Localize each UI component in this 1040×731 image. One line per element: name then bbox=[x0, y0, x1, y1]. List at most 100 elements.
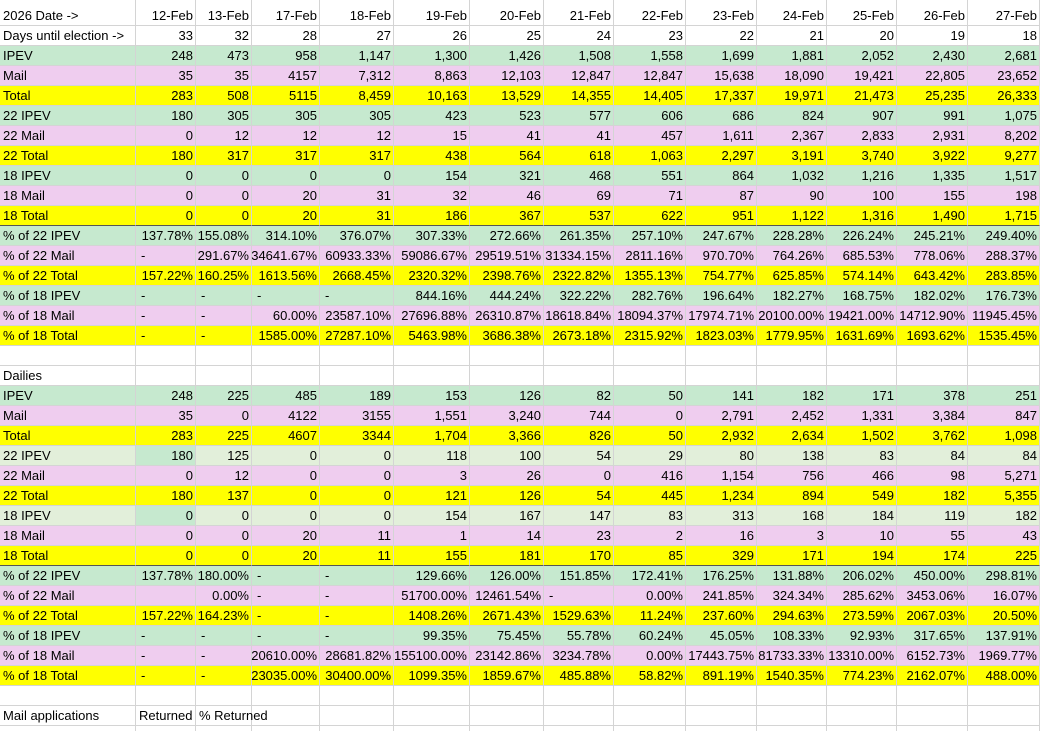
cell-value: 31 bbox=[376, 188, 391, 203]
cell-value: 60.24% bbox=[638, 628, 683, 643]
column-header: 32 bbox=[234, 28, 249, 43]
cell-value: 1,517 bbox=[1004, 168, 1037, 183]
cell bbox=[544, 126, 614, 146]
cell-value: 378 bbox=[943, 388, 965, 403]
cell bbox=[470, 0, 544, 26]
cell bbox=[252, 686, 320, 706]
cell bbox=[136, 446, 196, 466]
cell-value: 844.16% bbox=[415, 288, 467, 303]
cell-value: 423 bbox=[445, 108, 467, 123]
cell bbox=[320, 366, 394, 386]
row-label: % of 22 IPEV bbox=[3, 568, 81, 583]
cell-value: 317.65% bbox=[913, 628, 965, 643]
cell-value: 1 bbox=[459, 528, 467, 543]
cell bbox=[320, 286, 394, 306]
cell-value: 0 bbox=[309, 168, 317, 183]
cell-value: 29519.51% bbox=[475, 248, 541, 263]
cell bbox=[757, 346, 827, 366]
cell bbox=[136, 66, 196, 86]
cell bbox=[470, 406, 544, 426]
column-header: 17-Feb bbox=[275, 8, 317, 23]
cell bbox=[757, 46, 827, 66]
cell bbox=[136, 586, 196, 606]
cell bbox=[394, 486, 470, 506]
cell bbox=[136, 26, 196, 46]
cell bbox=[544, 706, 614, 726]
cell bbox=[897, 546, 968, 566]
cell-value: 151.85% bbox=[559, 568, 611, 583]
cell bbox=[320, 666, 394, 686]
cell-value: 14 bbox=[526, 528, 541, 543]
cell bbox=[252, 466, 320, 486]
cell-value: 1540.35% bbox=[765, 668, 824, 683]
cell bbox=[757, 646, 827, 666]
cell bbox=[470, 46, 544, 66]
row-label: 18 Total bbox=[3, 208, 49, 223]
cell bbox=[136, 646, 196, 666]
cell-value: 155100.00% bbox=[393, 648, 467, 663]
cell-value: 182.02% bbox=[913, 288, 965, 303]
cell-value: 28681.82% bbox=[325, 648, 391, 663]
cell-value: 0 bbox=[185, 548, 193, 563]
cell-value: 153 bbox=[445, 388, 467, 403]
cell-value: 23035.00% bbox=[251, 668, 317, 683]
cell-value: 0 bbox=[185, 468, 193, 483]
cell-value: 182.27% bbox=[772, 288, 824, 303]
cell bbox=[757, 386, 827, 406]
cell-value: - bbox=[201, 648, 206, 663]
cell bbox=[827, 286, 897, 306]
cell bbox=[470, 86, 544, 106]
row-label: % of 18 Total bbox=[3, 668, 78, 683]
cell bbox=[614, 0, 686, 26]
cell bbox=[136, 126, 196, 146]
cell-value: 137.91% bbox=[985, 628, 1037, 643]
cell bbox=[614, 706, 686, 726]
cell-value: 0 bbox=[383, 508, 391, 523]
cell bbox=[196, 326, 252, 346]
cell bbox=[320, 106, 394, 126]
cell-value: 261.35% bbox=[559, 228, 611, 243]
cell-value: 1585.00% bbox=[258, 328, 317, 343]
cell bbox=[614, 86, 686, 106]
cell-value: 457 bbox=[661, 128, 683, 143]
cell bbox=[0, 106, 136, 126]
cell bbox=[394, 46, 470, 66]
cell bbox=[136, 706, 196, 726]
row-label: 22 Total bbox=[3, 148, 49, 163]
cell-value: 186 bbox=[445, 208, 467, 223]
cell-value: 1099.35% bbox=[408, 668, 467, 683]
cell bbox=[320, 26, 394, 46]
cell-value: 1859.67% bbox=[482, 668, 541, 683]
cell bbox=[614, 626, 686, 646]
cell bbox=[686, 106, 757, 126]
cell-value: 0 bbox=[383, 468, 391, 483]
cell-value: 20.50% bbox=[992, 608, 1037, 623]
cell-value: 12 bbox=[234, 128, 249, 143]
cell-value: 248 bbox=[171, 48, 193, 63]
cell bbox=[686, 726, 757, 731]
cell-value: 51700.00% bbox=[401, 588, 467, 603]
cell bbox=[827, 46, 897, 66]
cell bbox=[897, 386, 968, 406]
cell-value: 60.00% bbox=[272, 308, 317, 323]
cell bbox=[470, 706, 544, 726]
cell-value: 23142.86% bbox=[475, 648, 541, 663]
cell bbox=[252, 666, 320, 686]
cell-value: 291.67% bbox=[197, 248, 249, 263]
cell bbox=[614, 46, 686, 66]
cell bbox=[686, 126, 757, 146]
cell bbox=[0, 666, 136, 686]
cell bbox=[470, 346, 544, 366]
cell-value: - bbox=[325, 568, 330, 583]
cell bbox=[394, 286, 470, 306]
cell bbox=[0, 526, 136, 546]
cell bbox=[544, 166, 614, 186]
cell-value: 164.23% bbox=[197, 608, 249, 623]
cell bbox=[470, 466, 544, 486]
cell bbox=[757, 446, 827, 466]
cell bbox=[686, 0, 757, 26]
cell bbox=[470, 446, 544, 466]
cell bbox=[686, 346, 757, 366]
cell bbox=[394, 506, 470, 526]
cell-value: 0 bbox=[383, 448, 391, 463]
